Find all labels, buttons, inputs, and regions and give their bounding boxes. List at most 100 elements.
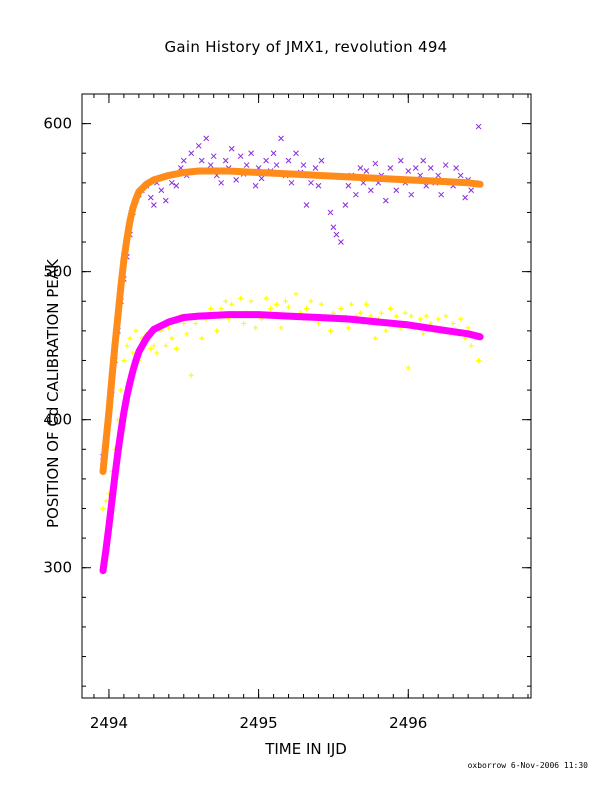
data-point — [106, 523, 112, 529]
data-point — [427, 165, 434, 171]
data-point — [115, 313, 121, 319]
data-point — [188, 372, 194, 378]
data-point — [293, 291, 299, 297]
data-point — [417, 316, 423, 322]
data-point — [423, 313, 429, 319]
data-point — [127, 380, 133, 386]
data-point — [393, 187, 400, 194]
data-point — [124, 393, 130, 399]
data-point — [397, 157, 404, 164]
data-point — [368, 187, 374, 194]
data-point — [214, 328, 220, 334]
data-point — [402, 310, 408, 316]
data-point — [127, 218, 133, 224]
data-point — [443, 313, 449, 319]
data-point — [363, 301, 369, 307]
data-point — [143, 181, 149, 187]
data-point — [382, 197, 389, 204]
data-point — [158, 187, 165, 194]
data-point — [256, 169, 262, 175]
data-point — [387, 306, 393, 312]
data-point — [465, 180, 471, 186]
data-point — [109, 498, 115, 504]
data-point — [166, 325, 172, 331]
data-point — [405, 168, 412, 174]
data-point — [151, 177, 157, 183]
data-point — [286, 304, 292, 310]
data-point — [238, 295, 244, 301]
data-point — [357, 165, 364, 171]
data-point — [288, 179, 295, 186]
data-point — [408, 313, 414, 319]
data-point — [408, 191, 415, 198]
data-point — [115, 449, 121, 455]
data-point — [338, 306, 344, 312]
data-point — [154, 350, 160, 356]
data-point — [151, 343, 157, 349]
data-point — [118, 283, 124, 289]
data-point — [315, 172, 321, 178]
data-point — [405, 177, 411, 183]
data-point — [393, 313, 399, 319]
data-point — [133, 357, 139, 363]
data-point — [127, 335, 133, 341]
data-point — [112, 343, 118, 349]
data-point — [375, 175, 381, 181]
data-point — [208, 306, 214, 312]
data-point — [151, 326, 157, 332]
data-point — [103, 498, 109, 504]
data-point — [465, 325, 471, 331]
x-tick-label: 2494 — [90, 714, 128, 732]
data-point — [228, 145, 235, 152]
data-point — [198, 157, 205, 164]
data-point — [248, 298, 254, 304]
x-axis-label: TIME IN IJD — [265, 740, 347, 758]
data-point — [100, 568, 106, 574]
data-point — [315, 182, 322, 189]
data-point — [372, 335, 378, 341]
data-point — [286, 171, 292, 177]
data-point — [133, 196, 139, 202]
data-point — [263, 295, 269, 301]
chart-title: Gain History of JMX1, revolution 494 — [164, 38, 448, 56]
data-point — [100, 469, 106, 474]
y-tick-label: 400 — [43, 411, 72, 429]
data-point — [218, 179, 225, 186]
data-point — [353, 191, 359, 198]
data-point — [130, 205, 136, 211]
data-point — [378, 310, 384, 316]
data-point — [300, 162, 307, 168]
data-points — [99, 123, 484, 575]
data-point — [166, 172, 172, 178]
data-point — [256, 312, 262, 318]
data-point — [103, 547, 109, 553]
data-point — [169, 335, 175, 341]
data-point — [303, 202, 310, 208]
data-point — [199, 335, 205, 341]
data-point — [286, 313, 292, 319]
data-point — [253, 325, 259, 331]
data-point — [457, 172, 464, 179]
data-point — [196, 168, 202, 174]
data-point — [368, 313, 374, 319]
data-point — [121, 357, 127, 363]
data-point — [363, 168, 370, 174]
data-point — [188, 150, 195, 157]
data-point — [315, 315, 321, 321]
data-point — [327, 209, 334, 216]
data-point — [118, 429, 124, 435]
axis-ticks: 2494 2495 2496 300 400 500 600 — [43, 94, 531, 732]
data-point — [181, 169, 187, 175]
data-point — [143, 335, 149, 341]
data-point — [133, 328, 139, 334]
data-point — [273, 162, 280, 168]
data-point — [243, 162, 250, 168]
data-point — [162, 197, 169, 204]
data-point — [136, 349, 142, 355]
data-point — [285, 157, 292, 164]
data-point — [283, 298, 289, 304]
data-point — [345, 174, 351, 180]
data-point — [318, 301, 324, 307]
data-point — [210, 153, 217, 160]
data-point — [477, 334, 483, 340]
